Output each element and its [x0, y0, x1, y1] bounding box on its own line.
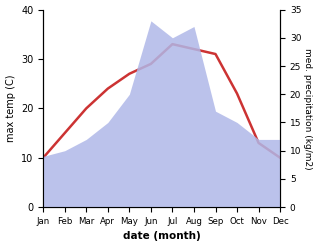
- Y-axis label: max temp (C): max temp (C): [5, 75, 16, 142]
- Y-axis label: med. precipitation (kg/m2): med. precipitation (kg/m2): [303, 48, 313, 169]
- X-axis label: date (month): date (month): [123, 231, 201, 242]
